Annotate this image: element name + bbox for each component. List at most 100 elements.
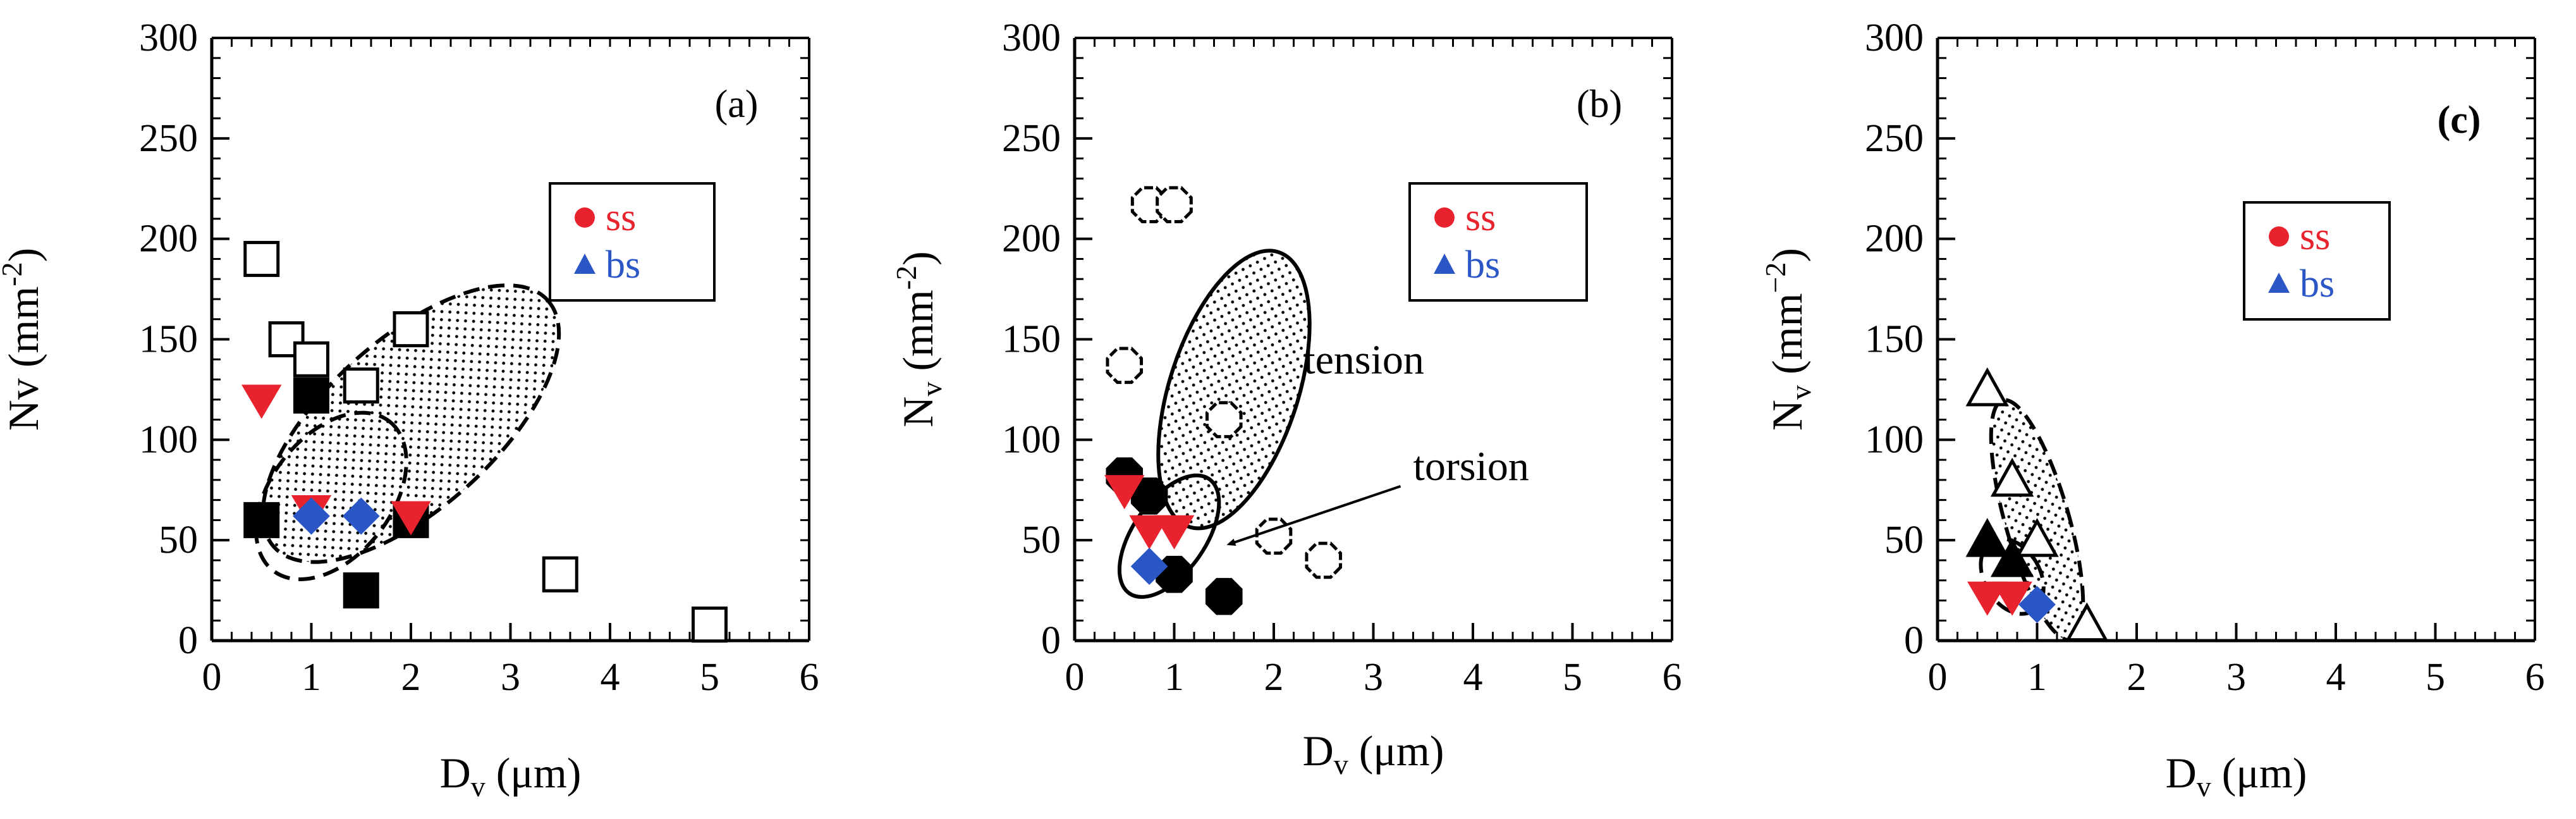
x-tick-label: 6 (800, 656, 819, 699)
point-square-open (343, 367, 379, 404)
point-square-open (393, 311, 429, 348)
point-diamond-blue (342, 497, 380, 535)
x-tick-label: 3 (1364, 656, 1383, 699)
x-tick-label: 6 (2525, 656, 2545, 699)
x-tick-label: 6 (1663, 656, 1682, 699)
x-tick-label: 4 (601, 656, 620, 699)
point-tri-down-red (1104, 475, 1145, 510)
point-octagon-filled (1205, 577, 1243, 615)
point-square-open (542, 556, 578, 593)
x-tick-label: 1 (1164, 656, 1184, 699)
y-tick-label: 250 (139, 117, 198, 160)
annotation-torsion: torsion (1413, 443, 1529, 490)
point-tri-down-red (1154, 515, 1195, 550)
region-tension-ellipse (1156, 249, 1312, 531)
legend-box (1408, 182, 1588, 302)
x-tick-label: 5 (700, 656, 719, 699)
y-tick-label: 50 (1884, 519, 1924, 562)
x-tick-label: 1 (302, 656, 321, 699)
x-tick-label: 5 (1563, 656, 1582, 699)
point-diamond-blue (293, 497, 330, 535)
legend-label-ss: ss (1465, 196, 1496, 239)
y-tick-label: 200 (1865, 218, 1924, 261)
panel-label: (c) (2438, 99, 2481, 142)
x-tick-label: 0 (1065, 656, 1085, 699)
point-tri-down-red (1992, 581, 2032, 616)
panel-a: 0 1 2 3 4 5 6 0 50 100 150 200 250 300 Dv (μm) Nv (mm-2… (0, 16, 819, 803)
y-tick-label: 0 (1041, 619, 1061, 662)
y-tick-label: 0 (1904, 619, 1924, 662)
point-square-filled (243, 502, 280, 538)
panel-b: 0 1 2 3 4 5 6 0 50 100 150 200 250 300 Dv (μm) Nv (mm-2… (890, 16, 1682, 780)
legend-label-bs: bs (1465, 243, 1500, 286)
y-tick-label: 300 (139, 16, 198, 59)
y-tick-label: 0 (178, 619, 198, 662)
legend-circle-icon (575, 207, 595, 228)
x-tick-label: 2 (401, 656, 421, 699)
x-tick-label: 4 (1463, 656, 1483, 699)
x-axis-title: Dv (μm) (1303, 727, 1444, 780)
y-axis-title: Nv (mm-2) (0, 248, 47, 431)
x-axis-title: Dv (μm) (440, 749, 582, 803)
point-tri-up-filled (1965, 518, 2009, 557)
point-square-open (243, 240, 280, 277)
point-square-open (692, 607, 728, 643)
legend-triangle-icon (574, 254, 595, 274)
point-tri-up-filled (1990, 538, 2034, 577)
panel-c: 0 1 2 3 4 5 6 0 50 100 150 200 250 300 Dv (μm) Nv (mm−2… (1759, 16, 2545, 803)
legend-triangle-icon (2268, 273, 2290, 293)
point-tri-down-red (1129, 515, 1169, 550)
y-tick-label: 150 (1002, 318, 1061, 361)
legend-circle-icon (1434, 207, 1455, 228)
point-tri-down-red (391, 501, 431, 536)
y-tick-label: 200 (139, 218, 198, 261)
point-octagon-open (1255, 517, 1293, 555)
x-tick-label: 4 (2326, 656, 2346, 699)
y-tick-label: 200 (1002, 218, 1061, 261)
x-tick-label: 1 (2027, 656, 2047, 699)
legend-label-bs: bs (606, 243, 640, 286)
y-axis-title: Nv (mm−2) (1759, 248, 1817, 431)
point-square-open (293, 341, 329, 378)
x-tick-label: 0 (1928, 656, 1948, 699)
y-tick-label: 150 (139, 318, 198, 361)
point-diamond-blue (1130, 548, 1168, 585)
annotation-tension: tension (1303, 337, 1424, 383)
x-tick-label: 3 (2226, 656, 2246, 699)
point-tri-up-open (1990, 457, 2034, 497)
y-tick-label: 100 (1002, 418, 1061, 461)
point-tri-up-open (2065, 602, 2109, 642)
legend-circle-icon (2269, 226, 2289, 247)
point-square-filled (293, 377, 329, 414)
y-tick-label: 300 (1002, 16, 1061, 59)
point-octagon-open (1305, 541, 1343, 579)
point-octagon-open (1156, 186, 1193, 223)
y-tick-label: 50 (1022, 519, 1061, 562)
y-tick-label: 150 (1865, 318, 1924, 361)
region-dotted-ellipse (260, 283, 561, 564)
point-square-filled (343, 572, 379, 609)
x-tick-label: 2 (2127, 656, 2147, 699)
y-axis-title: Nv (mm-2) (890, 251, 948, 428)
legend-box (549, 182, 716, 302)
y-tick-label: 250 (1002, 117, 1061, 160)
y-tick-label: 100 (1865, 418, 1924, 461)
legend-triangle-icon (1434, 254, 1455, 274)
x-axis-title: Dv (μm) (2166, 749, 2307, 803)
point-tri-up-open (1965, 367, 2009, 407)
x-tick-label: 2 (1264, 656, 1284, 699)
legend-label-bs: bs (2300, 262, 2335, 305)
legend-label-ss: ss (606, 196, 636, 239)
legend-box (2243, 201, 2391, 321)
x-tick-label: 0 (202, 656, 222, 699)
y-tick-label: 50 (159, 519, 198, 562)
x-tick-label: 5 (2426, 656, 2445, 699)
point-octagon-open (1106, 347, 1144, 385)
point-tri-down-red (241, 385, 282, 419)
y-tick-label: 300 (1865, 16, 1924, 59)
panel-label: (b) (1577, 83, 1622, 126)
point-octagon-open (1205, 401, 1243, 438)
legend-label-ss: ss (2300, 215, 2330, 258)
annotation-arrow (1226, 484, 1401, 546)
